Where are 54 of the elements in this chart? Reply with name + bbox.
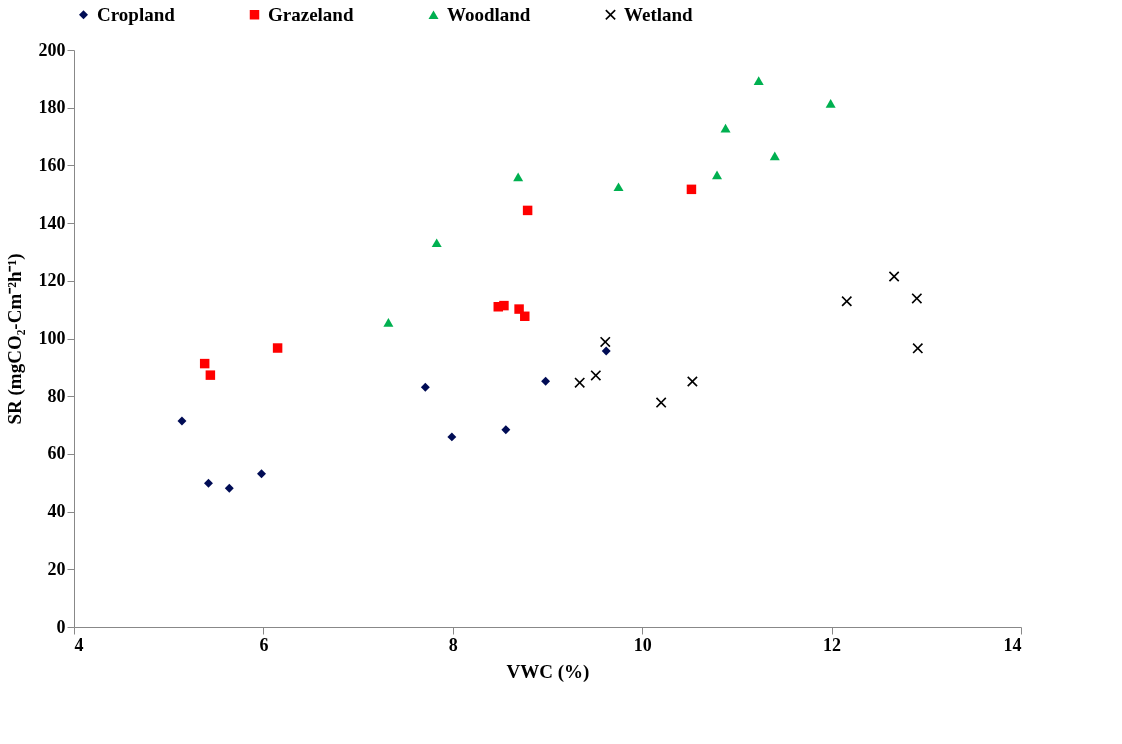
point (420, 382, 430, 392)
y-tick-label: 80 (47, 385, 66, 406)
legend-label: Grazeland (268, 3, 354, 25)
point (513, 172, 524, 182)
point (205, 370, 216, 380)
point (541, 376, 551, 386)
point (686, 184, 697, 195)
point (224, 483, 234, 493)
point (574, 377, 585, 388)
point (841, 296, 852, 307)
point (520, 311, 530, 322)
x-tick-label: 6 (259, 634, 269, 655)
point (769, 151, 780, 161)
point (199, 358, 210, 369)
point (177, 416, 187, 426)
y-axis-title: SR (mgCO₂-Cm⁻²h⁻¹) (3, 253, 26, 425)
legend-label: Wetland (624, 3, 694, 25)
point (522, 205, 533, 216)
point (447, 432, 457, 442)
y-tick-label: 180 (38, 97, 66, 118)
x-tick-label: 4 (74, 634, 84, 655)
point (712, 170, 723, 180)
y-tick-label: 40 (47, 501, 66, 522)
point (687, 376, 698, 387)
y-tick-label: 0 (56, 616, 66, 637)
x-tick-label: 12 (823, 634, 842, 655)
y-tick-label: 20 (47, 558, 66, 579)
point (753, 76, 764, 85)
point (499, 300, 509, 311)
y-tick-label: 140 (38, 212, 66, 233)
point (514, 304, 524, 314)
x-tick-label: 14 (1003, 634, 1022, 655)
x-axis-title: VWC (%) (506, 660, 590, 683)
point (257, 469, 266, 479)
point (501, 425, 511, 435)
x-tick-label: 10 (633, 634, 652, 655)
point (912, 343, 924, 354)
y-tick-label: 160 (38, 154, 66, 175)
x-tick-label: 8 (448, 634, 458, 655)
y-tick-label: 120 (38, 270, 66, 291)
point (431, 238, 442, 248)
point (272, 343, 283, 353)
point (601, 346, 611, 356)
point (600, 336, 611, 348)
y-tick-label: 100 (38, 328, 66, 348)
legend-label: Cropland (97, 3, 176, 25)
point (383, 318, 394, 327)
legend-label: Woodland (447, 3, 531, 25)
point (825, 99, 836, 108)
point (720, 123, 731, 133)
y-tick-label: 200 (38, 39, 66, 60)
y-tick-label: 60 (47, 443, 66, 464)
point (613, 182, 624, 192)
point (204, 478, 213, 488)
